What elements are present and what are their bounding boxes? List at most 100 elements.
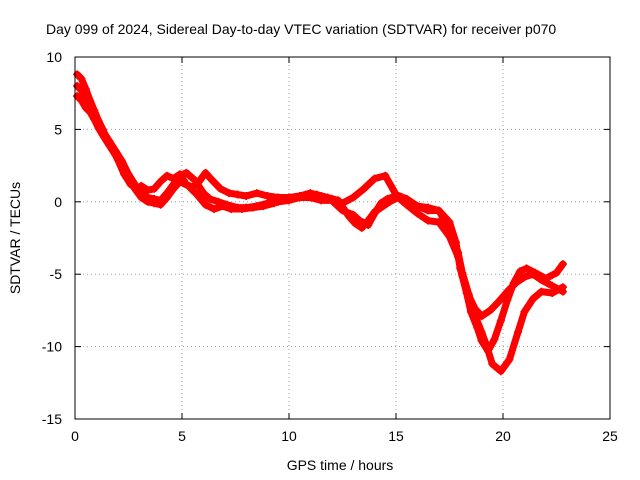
- data-point-marker: [323, 193, 332, 202]
- data-point-marker: [464, 291, 473, 300]
- data-point-marker: [105, 141, 114, 150]
- data-point-marker: [233, 190, 242, 199]
- axis-ticks: 0 5 10 15 20 25 -15 -10 -5 0 5 10: [42, 49, 618, 444]
- x-tick-label: 10: [281, 428, 297, 444]
- data-point-marker: [210, 205, 219, 214]
- series-trace-arc-3: [73, 92, 567, 320]
- data-point-marker: [77, 74, 86, 83]
- x-tick-label: 15: [388, 428, 404, 444]
- data-point-marker: [486, 306, 495, 315]
- data-point-marker: [73, 92, 82, 101]
- data-point-marker: [248, 203, 257, 212]
- data-point-marker: [118, 163, 127, 172]
- data-point-marker: [471, 304, 480, 313]
- data-point-marker: [227, 205, 236, 214]
- data-point-marker: [351, 219, 360, 228]
- data-point-marker: [169, 184, 178, 193]
- series-trace-arc-2: [73, 82, 567, 375]
- data-point-marker: [394, 193, 403, 202]
- data-point-marker: [528, 270, 537, 279]
- data-point-marker: [216, 184, 225, 193]
- data-point-marker: [263, 192, 272, 201]
- data-point-marker: [381, 171, 390, 180]
- data-point-marker: [503, 287, 512, 296]
- data-point-marker: [150, 199, 159, 208]
- data-point-marker: [505, 355, 514, 364]
- data-point-marker: [513, 328, 522, 337]
- data-point-marker: [494, 297, 503, 306]
- data-point-marker: [520, 307, 529, 316]
- data-point-marker: [481, 339, 490, 348]
- data-point-marker: [182, 168, 191, 177]
- data-point-marker: [488, 359, 497, 368]
- data-point-marker: [90, 115, 99, 124]
- data-point-marker: [537, 275, 546, 284]
- x-tick-label: 20: [495, 428, 511, 444]
- data-point-marker: [156, 200, 165, 209]
- data-point-marker: [94, 123, 103, 132]
- data-point-marker: [454, 252, 463, 261]
- data-point-marker: [175, 177, 184, 186]
- data-point-marker: [192, 190, 201, 199]
- data-point-marker: [558, 260, 567, 269]
- data-point-marker: [312, 190, 321, 199]
- x-tick-label: 25: [602, 428, 618, 444]
- data-point-marker: [143, 197, 152, 206]
- data-point-marker: [184, 181, 193, 190]
- data-point-marker: [445, 232, 454, 241]
- y-tick-label: -5: [50, 266, 63, 282]
- data-point-marker: [385, 197, 394, 206]
- data-point-marker: [434, 218, 443, 227]
- data-point-marker: [516, 267, 525, 276]
- data-traces: [73, 70, 567, 376]
- series-markers-arc-3: [73, 92, 567, 321]
- data-point-marker: [511, 278, 520, 287]
- data-point-marker: [503, 296, 512, 305]
- data-point-marker: [477, 328, 486, 337]
- data-point-marker: [359, 184, 368, 193]
- data-point-marker: [201, 168, 210, 177]
- grid: [75, 57, 610, 419]
- data-point-marker: [402, 200, 411, 209]
- data-point-marker: [528, 294, 537, 303]
- data-point-marker: [143, 186, 152, 195]
- data-point-marker: [537, 287, 546, 296]
- data-point-marker: [163, 193, 172, 202]
- data-point-marker: [199, 189, 208, 198]
- data-point-marker: [98, 131, 107, 140]
- data-point-marker: [163, 171, 172, 180]
- data-point-marker: [522, 264, 531, 273]
- data-point-marker: [364, 216, 373, 225]
- data-point-marker: [548, 281, 557, 290]
- data-point-marker: [344, 212, 353, 221]
- data-point-marker: [270, 199, 279, 208]
- data-point-marker: [490, 335, 499, 344]
- data-point-marker: [225, 189, 234, 198]
- y-tick-label: 0: [54, 194, 62, 210]
- data-point-marker: [111, 151, 120, 160]
- data-point-marker: [558, 287, 567, 296]
- y-tick-label: -10: [42, 339, 62, 355]
- data-point-marker: [252, 189, 261, 198]
- data-point-marker: [552, 268, 561, 277]
- plot-frame: [74, 56, 611, 420]
- data-point-marker: [156, 177, 165, 186]
- data-point-marker: [357, 223, 366, 232]
- data-point-marker: [377, 203, 386, 212]
- data-point-marker: [130, 184, 139, 193]
- data-point-marker: [424, 216, 433, 225]
- y-axis-label: SDTVAR / TECUs: [7, 182, 23, 294]
- data-point-marker: [496, 316, 505, 325]
- data-point-marker: [77, 86, 86, 95]
- data-point-marker: [496, 367, 505, 376]
- data-point-marker: [349, 193, 358, 202]
- data-point-marker: [201, 200, 210, 209]
- data-point-marker: [434, 206, 443, 215]
- data-point-marker: [477, 312, 486, 321]
- x-tick-label: 5: [178, 428, 186, 444]
- data-point-marker: [73, 70, 82, 79]
- data-point-marker: [334, 196, 343, 205]
- data-point-marker: [205, 194, 214, 203]
- y-tick-label: -15: [42, 411, 62, 427]
